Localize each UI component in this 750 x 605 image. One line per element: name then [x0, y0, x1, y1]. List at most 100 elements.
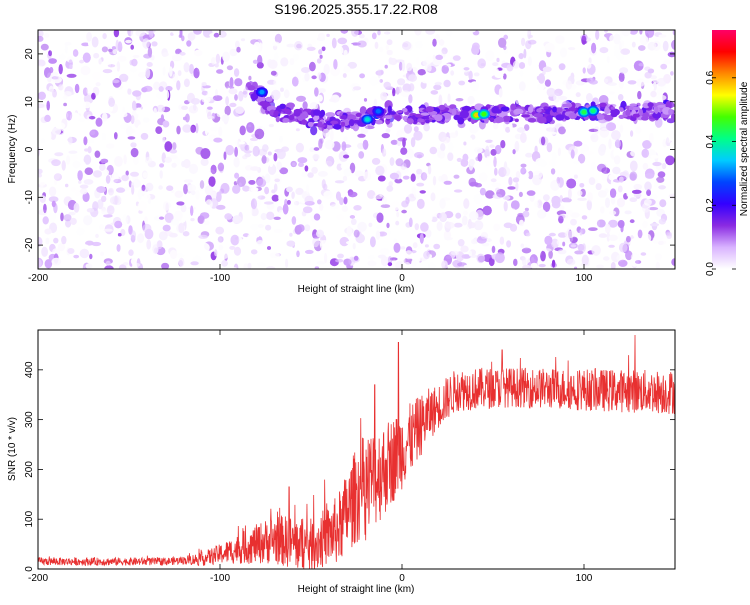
- heatmap-cell: [558, 95, 568, 101]
- heatmap-cell: [142, 172, 148, 179]
- heatmap-cell: [665, 231, 672, 237]
- y-tick-label: -20: [24, 237, 35, 252]
- heatmap-cell: [653, 50, 664, 58]
- heatmap-cell: [498, 88, 503, 98]
- heatmap-cell: [235, 40, 240, 49]
- heatmap-cell: [122, 214, 128, 226]
- heatmap-cell: [371, 157, 381, 165]
- heatmap-cell: [73, 254, 79, 259]
- heatmap-cell: [229, 102, 237, 108]
- heatmap-cell: [130, 67, 137, 73]
- heatmap-cell: [137, 188, 142, 200]
- heatmap-cell: [375, 70, 384, 76]
- heatmap-cell: [247, 85, 256, 91]
- heatmap-cell: [103, 228, 113, 232]
- heatmap-cell: [599, 127, 610, 138]
- heatmap-cell: [331, 37, 337, 49]
- heatmap-cell: [444, 237, 453, 241]
- heatmap-cell: [460, 245, 469, 253]
- heatmap-cell: [78, 118, 86, 122]
- heatmap-cell: [577, 244, 585, 251]
- x-tick-label: -100: [210, 573, 230, 584]
- heatmap-cell: [218, 244, 224, 251]
- heatmap-cell: [120, 112, 128, 118]
- heatmap-cell: [277, 194, 284, 201]
- heatmap-cell: [638, 45, 646, 51]
- heatmap-cell: [279, 135, 284, 143]
- heatmap-cell: [244, 144, 250, 151]
- heatmap-cell: [339, 197, 344, 206]
- heatmap-cell: [562, 241, 566, 247]
- heatmap-cell: [369, 137, 373, 147]
- heatmap-cell: [238, 90, 244, 102]
- heatmap-cell: [99, 163, 106, 171]
- heatmap-cell: [530, 262, 538, 269]
- heatmap-cell: [641, 233, 652, 243]
- heatmap-cell: [629, 171, 638, 181]
- heatmap-cell: [234, 140, 241, 147]
- heatmap-cell: [557, 232, 567, 238]
- heatmap-cell: [130, 171, 139, 177]
- heatmap-cell: [558, 63, 566, 71]
- heatmap-cell: [304, 224, 311, 232]
- heatmap-cell: [77, 170, 83, 181]
- heatmap-cell: [425, 30, 436, 35]
- heatmap-cell: [280, 87, 284, 92]
- heatmap-cell: [181, 105, 189, 111]
- heatmap-cell: [350, 218, 357, 225]
- heatmap-cell: [159, 170, 163, 179]
- heatmap-cell: [243, 263, 249, 269]
- heatmap-cell: [499, 236, 505, 245]
- heatmap-cell: [498, 167, 507, 178]
- heatmap-cell: [210, 164, 217, 175]
- heatmap-cell: [190, 98, 201, 105]
- heatmap-cell: [88, 139, 95, 144]
- heatmap-cell: [515, 99, 520, 104]
- heatmap-cell: [500, 106, 510, 112]
- heatmap-cell: [216, 69, 224, 74]
- heatmap-cell: [146, 239, 152, 250]
- heatmap-cell: [430, 90, 439, 95]
- heatmap-cell: [83, 136, 88, 146]
- heatmap-cell: [145, 182, 154, 192]
- heatmap-cell: [190, 218, 195, 222]
- heatmap-cell: [570, 149, 575, 159]
- heatmap-cell: [420, 222, 429, 232]
- heatmap-cell: [641, 116, 649, 121]
- y-tick-label: 0: [24, 566, 35, 572]
- heatmap-cell: [381, 133, 390, 139]
- heatmap-cell: [185, 113, 190, 123]
- heatmap-cell: [546, 115, 553, 123]
- heatmap-cell: [452, 55, 461, 61]
- heatmap-cell: [633, 183, 643, 191]
- heatmap-cell: [613, 147, 621, 159]
- heatmap-cell: [218, 126, 223, 137]
- heatmap-cell: [643, 80, 650, 83]
- heatmap-cell: [640, 252, 647, 256]
- heatmap-cell: [190, 135, 196, 146]
- heatmap-cell: [273, 79, 277, 86]
- heatmap-cell: [649, 223, 660, 227]
- heatmap-cell: [312, 237, 320, 248]
- heatmap-cell: [512, 149, 516, 155]
- heatmap-cell: [544, 235, 553, 245]
- heatmap-cell: [574, 250, 584, 255]
- heatmap-cell: [105, 175, 111, 184]
- heatmap-cell: [666, 137, 670, 146]
- heatmap-cell: [368, 255, 375, 260]
- heatmap-hotspot: [590, 108, 596, 114]
- heatmap-cell: [485, 190, 495, 199]
- heatmap-cell: [596, 219, 606, 228]
- heatmap-cell: [38, 168, 43, 175]
- heatmap-cell: [438, 175, 443, 182]
- heatmap-cell: [389, 172, 400, 180]
- heatmap-cell: [449, 104, 457, 109]
- heatmap-cell: [638, 108, 643, 117]
- heatmap-cell: [455, 212, 462, 219]
- heatmap-cell: [646, 189, 651, 196]
- heatmap-cell: [182, 171, 186, 178]
- heatmap-cell: [58, 84, 64, 91]
- heatmap-cell: [473, 193, 483, 204]
- heatmap-cell: [398, 166, 409, 174]
- heatmap-cell: [140, 121, 145, 133]
